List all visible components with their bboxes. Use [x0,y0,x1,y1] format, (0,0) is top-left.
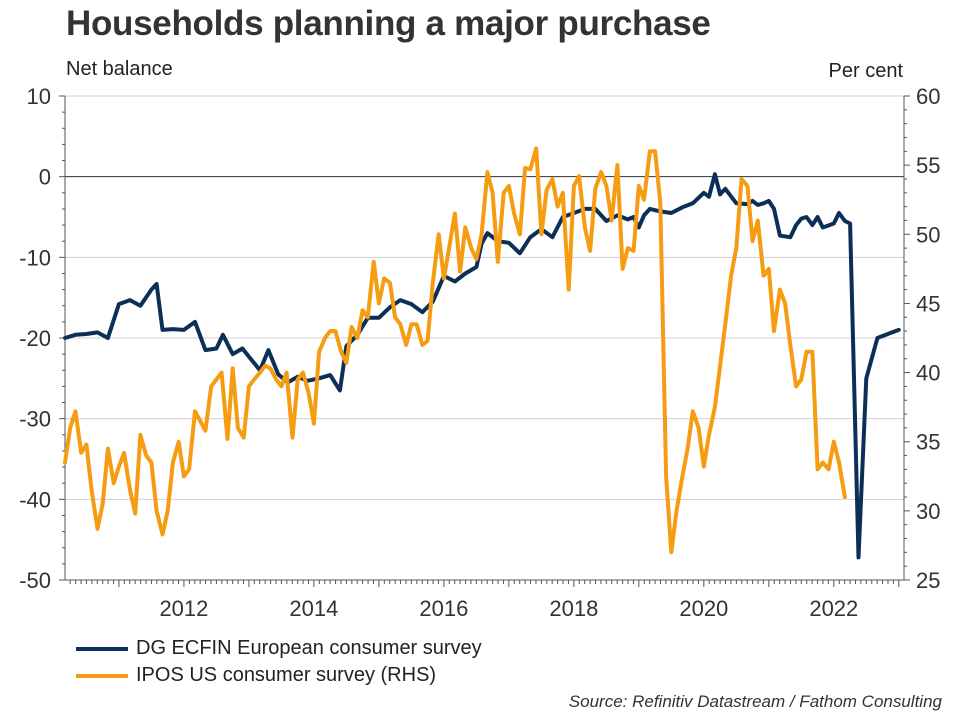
x-tick-label: 2022 [809,596,858,621]
left-tick-label: 0 [39,165,51,190]
left-tick-label: -30 [19,407,51,432]
left-tick-label: -40 [19,487,51,512]
legend-item-ecfin: DG ECFIN European consumer survey [76,635,482,662]
series-line-ecfin [63,172,901,560]
chart-title: Households planning a major purchase [66,4,711,43]
right-axis-label: Per cent [828,60,903,82]
left-tick-label: -50 [19,568,51,593]
right-tick-label: 50 [916,222,940,247]
x-tick-label: 2018 [549,596,598,621]
left-axis-label: Net balance [66,58,173,80]
source-note: Source: Refinitiv Datastream / Fathom Co… [568,692,942,711]
legend-label-ipos: IPOS US consumer survey (RHS) [136,664,437,686]
left-tick-label: -20 [19,326,51,351]
legend-swatch-ecfin [76,646,128,651]
legend-label-ecfin: DG ECFIN European consumer survey [136,637,482,659]
x-tick-label: 2014 [289,596,338,621]
legend-swatch-ipos [76,673,128,678]
right-tick-label: 40 [916,361,940,386]
left-tick-label: 10 [27,84,51,109]
x-tick-label: 2016 [419,596,468,621]
x-tick-label: 2020 [679,596,728,621]
right-tick-label: 25 [916,568,940,593]
right-tick-label: 35 [916,430,940,455]
legend-item-ipos: IPOS US consumer survey (RHS) [76,662,482,689]
right-tick-label: 30 [916,499,940,524]
left-tick-label: -10 [19,245,51,270]
series-line-ipos [63,146,847,555]
right-tick-label: 55 [916,153,940,178]
legend: DG ECFIN European consumer survey IPOS U… [76,635,482,689]
right-tick-label: 45 [916,291,940,316]
right-tick-label: 60 [916,84,940,109]
x-tick-label: 2012 [159,596,208,621]
